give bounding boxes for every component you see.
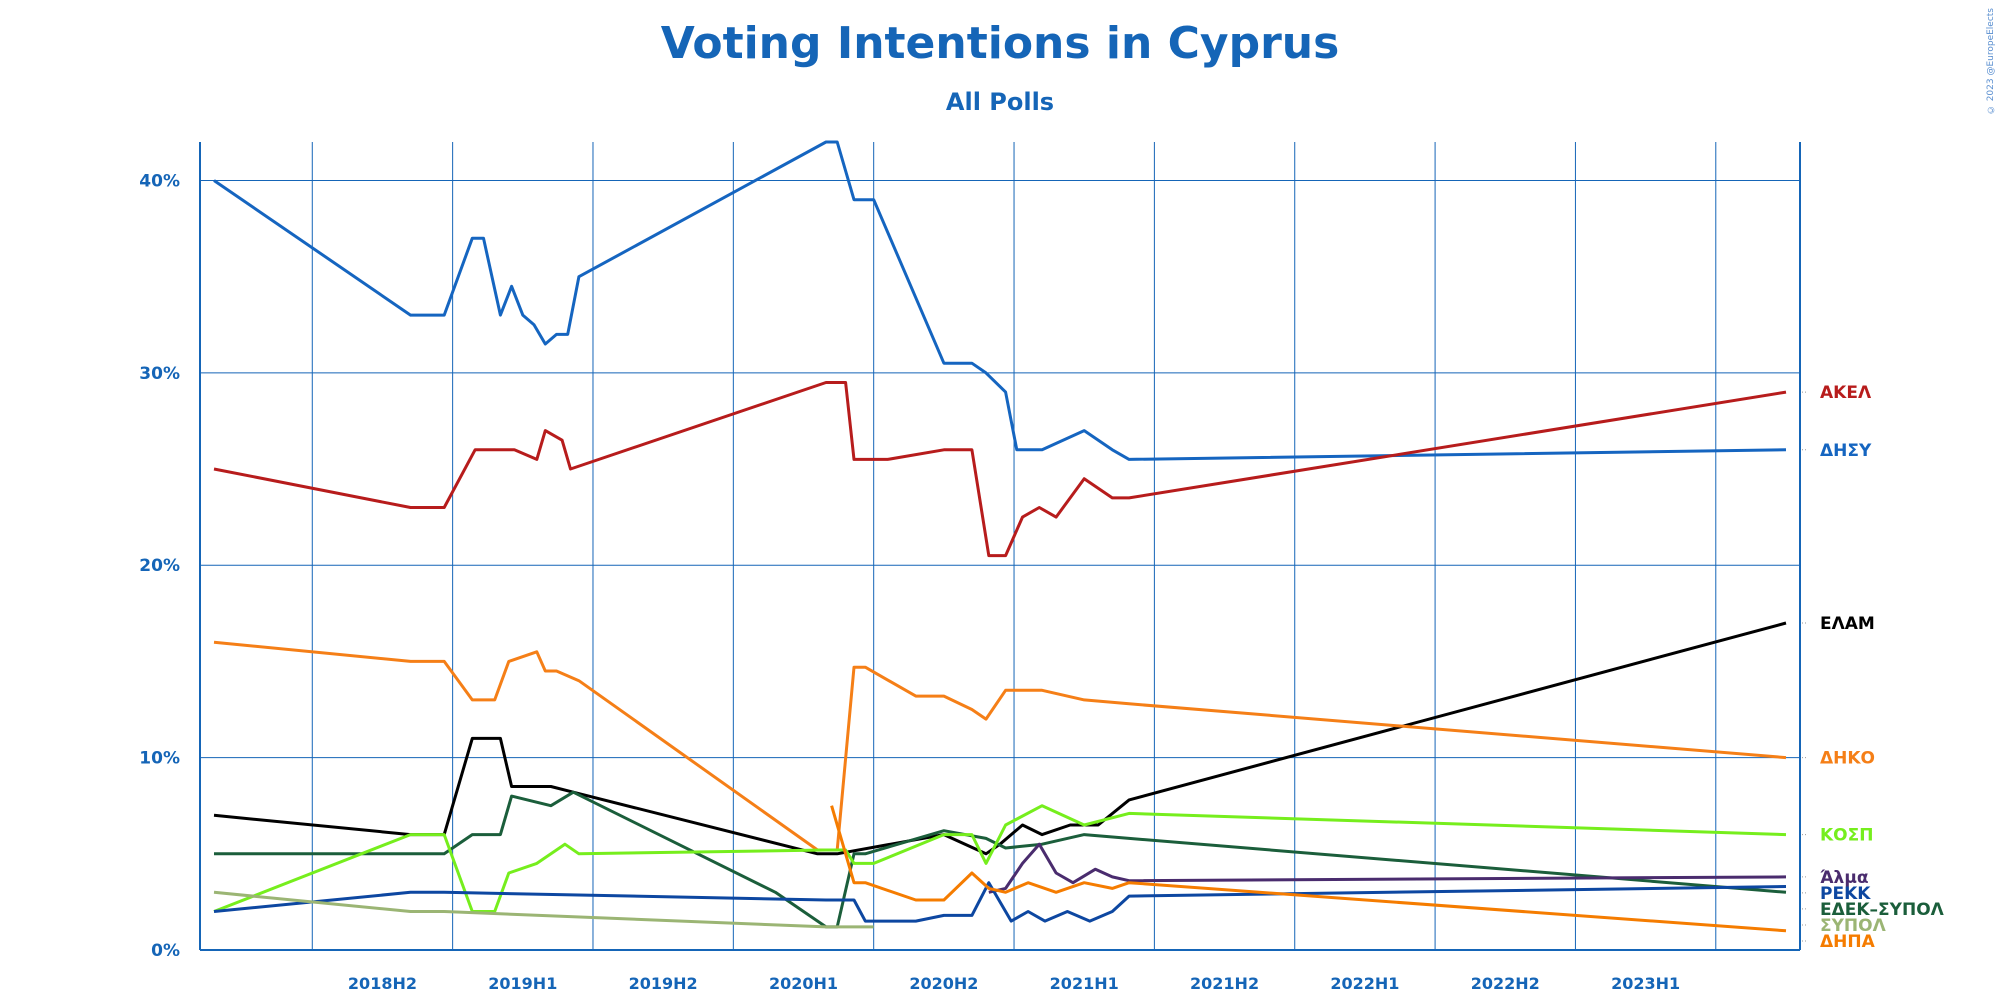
series-end-label: ΣΥΠΟΛ	[1820, 916, 1887, 936]
series-line	[830, 805, 1787, 933]
series-line	[213, 890, 874, 929]
series-end-label: ΑΚΕΛ	[1820, 383, 1872, 403]
series-line-hidden-extension	[874, 925, 1786, 927]
x-axis-labels: 2018H2 2019H1 2019H2 2020H1 2020H2 2021H1 2021…	[348, 974, 1680, 993]
y-tick-label: 30%	[139, 364, 180, 384]
series-lines	[213, 140, 1787, 933]
series-line	[213, 621, 1787, 856]
y-tick-label: 10%	[139, 749, 180, 769]
x-tick-label: 2018H2	[348, 974, 417, 993]
y-tick-label: 0%	[151, 941, 180, 961]
series-line	[988, 842, 1787, 894]
x-tick-label: 2020H1	[769, 974, 838, 993]
x-tick-label: 2023H1	[1611, 974, 1680, 993]
series-end-label: ΔΗΠΑ	[1820, 932, 1876, 952]
x-tick-label: 2022H1	[1330, 974, 1399, 993]
series-end-labels: ΑΚΕΛ ΔΗΣΥ ΕΛΑΜ ΔΗΚΟ ΚΟΣΠ ΆλμαΡΕΚΚΕΔΕΚ–ΣΥΠΟΛΣΥ…	[1802, 383, 1945, 952]
x-tick-label: 2021H1	[1050, 974, 1119, 993]
series-end-label: Άλμα	[1820, 868, 1869, 888]
y-axis-labels: 0% 10% 20% 30% 40%	[139, 171, 180, 961]
x-tick-label: 2022H2	[1471, 974, 1540, 993]
x-tick-label: 2019H2	[629, 974, 698, 993]
series-line	[213, 804, 1787, 913]
series-end-label: ΔΗΚΟ	[1820, 749, 1875, 769]
chart-title: Voting Intentions in Cyprus	[660, 18, 1340, 69]
series-line	[213, 140, 1787, 461]
x-tick-label: 2019H1	[488, 974, 557, 993]
x-tick-label: 2020H2	[909, 974, 978, 993]
y-tick-label: 40%	[139, 171, 180, 191]
chart-subtitle: All Polls	[945, 88, 1055, 116]
series-line	[213, 381, 1787, 558]
series-end-label: ΚΟΣΠ	[1820, 826, 1873, 846]
y-tick-label: 20%	[139, 556, 180, 576]
x-tick-label: 2021H2	[1190, 974, 1259, 993]
series-end-label: ΡΕΚΚ	[1820, 884, 1871, 904]
series-line	[213, 881, 1787, 923]
series-end-label: ΕΔΕΚ–ΣΥΠΟΛ	[1820, 900, 1945, 920]
axes	[199, 142, 1801, 951]
series-end-label: ΔΗΣΥ	[1820, 441, 1872, 461]
series-end-label: ΕΛΑΜ	[1820, 614, 1875, 634]
grid-lines	[200, 142, 1800, 951]
